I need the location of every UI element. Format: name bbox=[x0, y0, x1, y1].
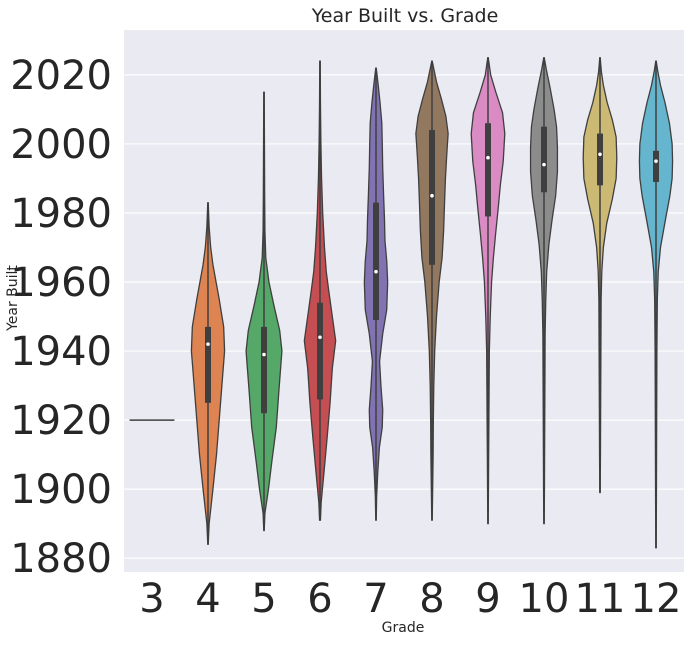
y-tick-label: 1940 bbox=[10, 329, 112, 375]
violins bbox=[129, 56, 674, 549]
violin-iqr-box bbox=[261, 326, 267, 414]
y-tick-labels: 1880 1900 1920 1940 1960 1980 2000 2020 bbox=[10, 53, 112, 582]
violin-iqr-box bbox=[485, 123, 491, 217]
chart-title: Year Built vs. Grade bbox=[311, 5, 499, 27]
y-tick-label: 2000 bbox=[10, 122, 112, 168]
y-tick-label: 1960 bbox=[10, 260, 112, 306]
violin-grade-7 bbox=[363, 67, 389, 521]
violin-median bbox=[318, 335, 322, 340]
x-tick-labels: 3 4 5 6 7 8 9 10 11 12 bbox=[139, 576, 681, 622]
y-tick-label: 1900 bbox=[10, 467, 112, 513]
violin-median bbox=[598, 152, 602, 157]
violin-iqr-box bbox=[317, 302, 323, 400]
x-tick-label: 3 bbox=[139, 576, 164, 622]
y-axis-label: Year Built bbox=[5, 265, 21, 332]
violin-grade-4 bbox=[190, 201, 226, 546]
x-tick-label: 8 bbox=[419, 576, 444, 622]
x-tick-label: 12 bbox=[631, 576, 682, 622]
x-tick-label: 5 bbox=[251, 576, 276, 622]
violin-median bbox=[374, 269, 378, 274]
violin-iqr-box bbox=[205, 326, 211, 403]
violin-grade-9 bbox=[470, 56, 506, 525]
violin-median bbox=[206, 342, 210, 346]
x-tick-label: 6 bbox=[307, 576, 332, 622]
violin-grade-5 bbox=[245, 91, 283, 532]
violin-grade-10 bbox=[529, 56, 559, 525]
violin-median bbox=[542, 162, 546, 167]
y-tick-label: 2020 bbox=[10, 53, 112, 99]
violin-iqr-box bbox=[541, 126, 547, 193]
violin-median bbox=[262, 352, 266, 357]
y-tick-label: 1920 bbox=[10, 398, 112, 444]
violin-iqr-box bbox=[597, 133, 603, 186]
violin-grade-12 bbox=[638, 60, 674, 549]
violin-median bbox=[654, 159, 658, 163]
violin-median bbox=[430, 193, 434, 198]
y-tick-label: 1980 bbox=[10, 191, 112, 237]
violin-grade-8 bbox=[415, 60, 449, 521]
violin-grade-11 bbox=[582, 56, 618, 494]
violin-iqr-box bbox=[653, 150, 659, 182]
violin-median bbox=[486, 155, 490, 160]
violin-iqr-box bbox=[373, 202, 379, 320]
y-tick-label: 1880 bbox=[10, 536, 112, 582]
x-tick-label: 10 bbox=[519, 576, 570, 622]
x-tick-label: 11 bbox=[575, 576, 626, 622]
x-tick-label: 4 bbox=[195, 576, 220, 622]
violin-grade-6 bbox=[303, 60, 337, 521]
x-axis-label: Grade bbox=[382, 620, 425, 636]
x-tick-label: 9 bbox=[475, 576, 500, 622]
x-tick-label: 7 bbox=[363, 576, 388, 622]
